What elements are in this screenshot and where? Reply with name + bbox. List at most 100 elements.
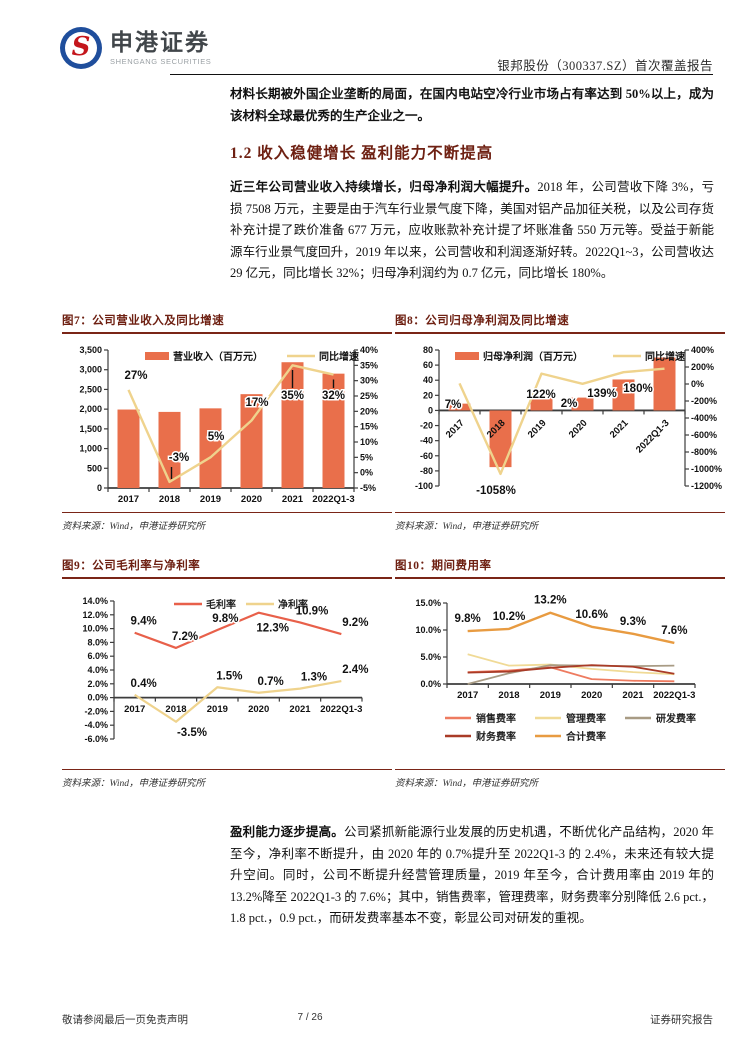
footer-report-type: 证券研究报告	[650, 1015, 713, 1026]
figure-9: 图9：公司毛利率与净利率 14.0% 12.0% 10.0% 8.0% 6.0% 4.0%…	[62, 557, 392, 789]
svg-text:毛利率: 毛利率	[206, 598, 236, 611]
svg-text:-4.0%: -4.0%	[84, 720, 108, 730]
figure-7-chart: 3,500 3,000 2,500 2,000 1,500 1,000 500 0 40% 35%…	[62, 336, 392, 512]
svg-text:-600%: -600%	[691, 430, 717, 440]
svg-text:归母净利润（百万元）: 归母净利润（百万元）	[483, 350, 583, 363]
paragraph-profitability: 盈利能力逐步提高。公司紧抓新能源行业发展的历史机遇，不断优化产品结构，2020 …	[230, 822, 714, 930]
svg-text:80: 80	[423, 345, 433, 355]
svg-text:200%: 200%	[691, 362, 714, 372]
paragraph-profitability-lead: 盈利能力逐步提高。	[230, 825, 344, 839]
svg-text:1.3%: 1.3%	[301, 672, 327, 684]
svg-text:0%: 0%	[691, 379, 704, 389]
figure-8-title: 图8：公司归母净利润及同比增速	[395, 312, 725, 334]
svg-text:10.0%: 10.0%	[415, 625, 441, 635]
svg-text:2017: 2017	[124, 704, 145, 715]
svg-text:0.7%: 0.7%	[258, 676, 284, 688]
svg-text:-1200%: -1200%	[691, 481, 722, 491]
paragraph-revenue: 近三年公司营业收入持续增长，归母净利润大幅提升。2018 年，公司营收下降 3%…	[230, 177, 714, 285]
svg-text:0%: 0%	[360, 468, 373, 478]
paragraph-revenue-rest: 2018 年，公司营收下降 3%，亏损 7508 万元，主要是由于汽车行业景气度…	[230, 180, 714, 280]
svg-text:0: 0	[428, 405, 433, 415]
svg-text:2019: 2019	[526, 418, 549, 441]
figure-8: 图8：公司归母净利润及同比增速 80 60 40 20 0 -20 -40 -60 -80 -10…	[395, 312, 725, 532]
figure-10: 图10：期间费用率 15.0% 10.0% 5.0% 0.0% 2017 2018 2019…	[395, 557, 725, 789]
svg-text:2021: 2021	[289, 704, 311, 715]
svg-text:2019: 2019	[540, 690, 561, 701]
svg-text:9.8%: 9.8%	[455, 613, 481, 625]
svg-text:139%: 139%	[587, 388, 616, 400]
svg-text:-1000%: -1000%	[691, 464, 722, 474]
svg-text:10.9%: 10.9%	[296, 605, 329, 617]
figure-9-source: 资料来源：Wind，申港证券研究所	[62, 769, 392, 789]
svg-text:2017: 2017	[444, 418, 467, 441]
svg-text:2021: 2021	[282, 494, 304, 505]
svg-text:10.2%: 10.2%	[493, 611, 526, 623]
svg-text:10%: 10%	[360, 437, 378, 447]
svg-text:-3.5%: -3.5%	[177, 727, 207, 739]
brand-name-cn: 申港证券	[110, 29, 210, 56]
svg-text:2020: 2020	[567, 418, 590, 441]
svg-text:管理费率: 管理费率	[566, 712, 606, 725]
svg-text:1,000: 1,000	[79, 444, 102, 454]
svg-text:-100: -100	[415, 481, 433, 491]
svg-text:净利率: 净利率	[278, 598, 308, 611]
svg-text:9.4%: 9.4%	[131, 616, 157, 628]
svg-text:6.0%: 6.0%	[87, 651, 108, 661]
svg-text:40%: 40%	[360, 345, 378, 355]
svg-text:14.0%: 14.0%	[82, 596, 108, 606]
svg-text:2020: 2020	[581, 690, 602, 701]
svg-text:2022Q1-3: 2022Q1-3	[653, 690, 695, 701]
svg-text:32%: 32%	[322, 390, 345, 402]
figure-8-chart: 80 60 40 20 0 -20 -40 -60 -80 -100 400% 200% 0% -200%…	[395, 336, 725, 512]
paragraph-profitability-rest: 公司紧抓新能源行业发展的历史机遇，不断优化产品结构，2020 年至今，净利率不断…	[230, 825, 714, 925]
svg-text:同比增速: 同比增速	[319, 350, 359, 363]
svg-text:4.0%: 4.0%	[87, 665, 108, 675]
svg-text:8.0%: 8.0%	[87, 637, 108, 647]
svg-text:10.0%: 10.0%	[82, 624, 108, 634]
svg-text:35%: 35%	[281, 390, 304, 402]
logo-letter: S	[71, 32, 91, 62]
svg-text:30%: 30%	[360, 376, 378, 386]
svg-text:1.5%: 1.5%	[216, 670, 242, 682]
figure-8-source: 资料来源：Wind，申港证券研究所	[395, 512, 725, 532]
figure-9-title: 图9：公司毛利率与净利率	[62, 557, 392, 579]
svg-text:27%: 27%	[124, 370, 147, 382]
svg-text:销售费率: 销售费率	[476, 712, 516, 725]
svg-text:5%: 5%	[360, 452, 373, 462]
svg-text:2018: 2018	[498, 690, 519, 701]
svg-text:9.2%: 9.2%	[342, 617, 368, 629]
figure-10-chart: 15.0% 10.0% 5.0% 0.0% 2017 2018 2019 2020 2021 20…	[395, 581, 725, 757]
svg-text:9.3%: 9.3%	[620, 616, 646, 628]
svg-text:-2.0%: -2.0%	[84, 706, 108, 716]
svg-text:13.2%: 13.2%	[534, 595, 567, 607]
svg-text:5%: 5%	[208, 431, 225, 443]
svg-text:-1058%: -1058%	[476, 485, 516, 497]
svg-text:2017: 2017	[457, 690, 478, 701]
svg-text:500: 500	[87, 463, 102, 473]
header-rule	[170, 74, 713, 75]
svg-text:2%: 2%	[561, 398, 578, 410]
svg-text:17%: 17%	[245, 397, 268, 409]
svg-text:400%: 400%	[691, 345, 714, 355]
svg-text:-40: -40	[420, 436, 433, 446]
svg-text:0.0%: 0.0%	[87, 693, 108, 703]
figure-7-source: 资料来源：Wind，申港证券研究所	[62, 512, 392, 532]
svg-text:15.0%: 15.0%	[415, 598, 441, 608]
figure-10-source: 资料来源：Wind，申港证券研究所	[395, 769, 725, 789]
svg-text:-60: -60	[420, 451, 433, 461]
svg-text:2.0%: 2.0%	[87, 679, 108, 689]
svg-text:-3%: -3%	[169, 452, 189, 464]
svg-text:-20: -20	[420, 421, 433, 431]
svg-text:20: 20	[423, 390, 433, 400]
svg-text:财务费率: 财务费率	[475, 730, 516, 743]
svg-text:122%: 122%	[526, 389, 555, 401]
figure-7: 图7：公司营业收入及同比增速 3,500 3,000 2,500 2,000 1,500…	[62, 312, 392, 532]
svg-text:2018: 2018	[159, 494, 180, 505]
svg-text:7.6%: 7.6%	[661, 625, 687, 637]
section-heading: 1.2 收入稳健增长 盈利能力不断提高	[230, 145, 494, 162]
svg-text:20%: 20%	[360, 406, 378, 416]
brand-logo: S 申港证券 SHENGANG SECURITIES	[60, 27, 211, 69]
svg-text:180%: 180%	[623, 383, 652, 395]
figure-9-chart: 14.0% 12.0% 10.0% 8.0% 6.0% 4.0% 2.0% 0.0% -2.0%…	[62, 581, 392, 757]
svg-text:-80: -80	[420, 466, 433, 476]
